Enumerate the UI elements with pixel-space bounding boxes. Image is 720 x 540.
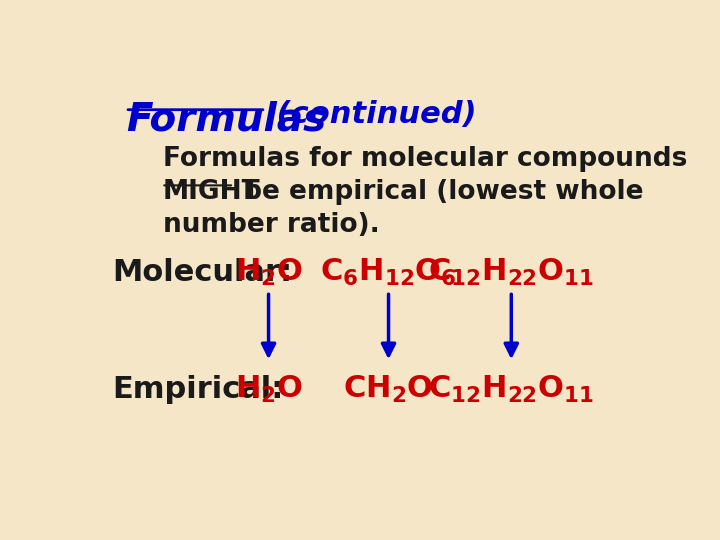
Text: $\mathbf{H_2O}$: $\mathbf{H_2O}$ <box>235 374 302 404</box>
Text: Formulas for molecular compounds: Formulas for molecular compounds <box>163 146 687 172</box>
Text: number ratio).: number ratio). <box>163 212 379 238</box>
Text: Formulas: Formulas <box>126 100 327 138</box>
Text: Molecular:: Molecular: <box>112 258 292 287</box>
Text: $\mathbf{C_6H_{12}O_6}$: $\mathbf{C_6H_{12}O_6}$ <box>320 257 457 288</box>
Text: $\mathbf{C_{12}H_{22}O_{11}}$: $\mathbf{C_{12}H_{22}O_{11}}$ <box>428 374 594 404</box>
Text: be empirical (lowest whole: be empirical (lowest whole <box>234 179 644 205</box>
Text: (continued): (continued) <box>266 100 477 129</box>
Text: $\mathbf{C_{12}H_{22}O_{11}}$: $\mathbf{C_{12}H_{22}O_{11}}$ <box>428 257 594 288</box>
Text: $\mathbf{CH_2O}$: $\mathbf{CH_2O}$ <box>343 374 433 404</box>
Text: Empirical:: Empirical: <box>112 375 284 403</box>
Text: $\mathbf{H_2O}$: $\mathbf{H_2O}$ <box>235 257 302 288</box>
Text: MIGHT: MIGHT <box>163 179 260 205</box>
